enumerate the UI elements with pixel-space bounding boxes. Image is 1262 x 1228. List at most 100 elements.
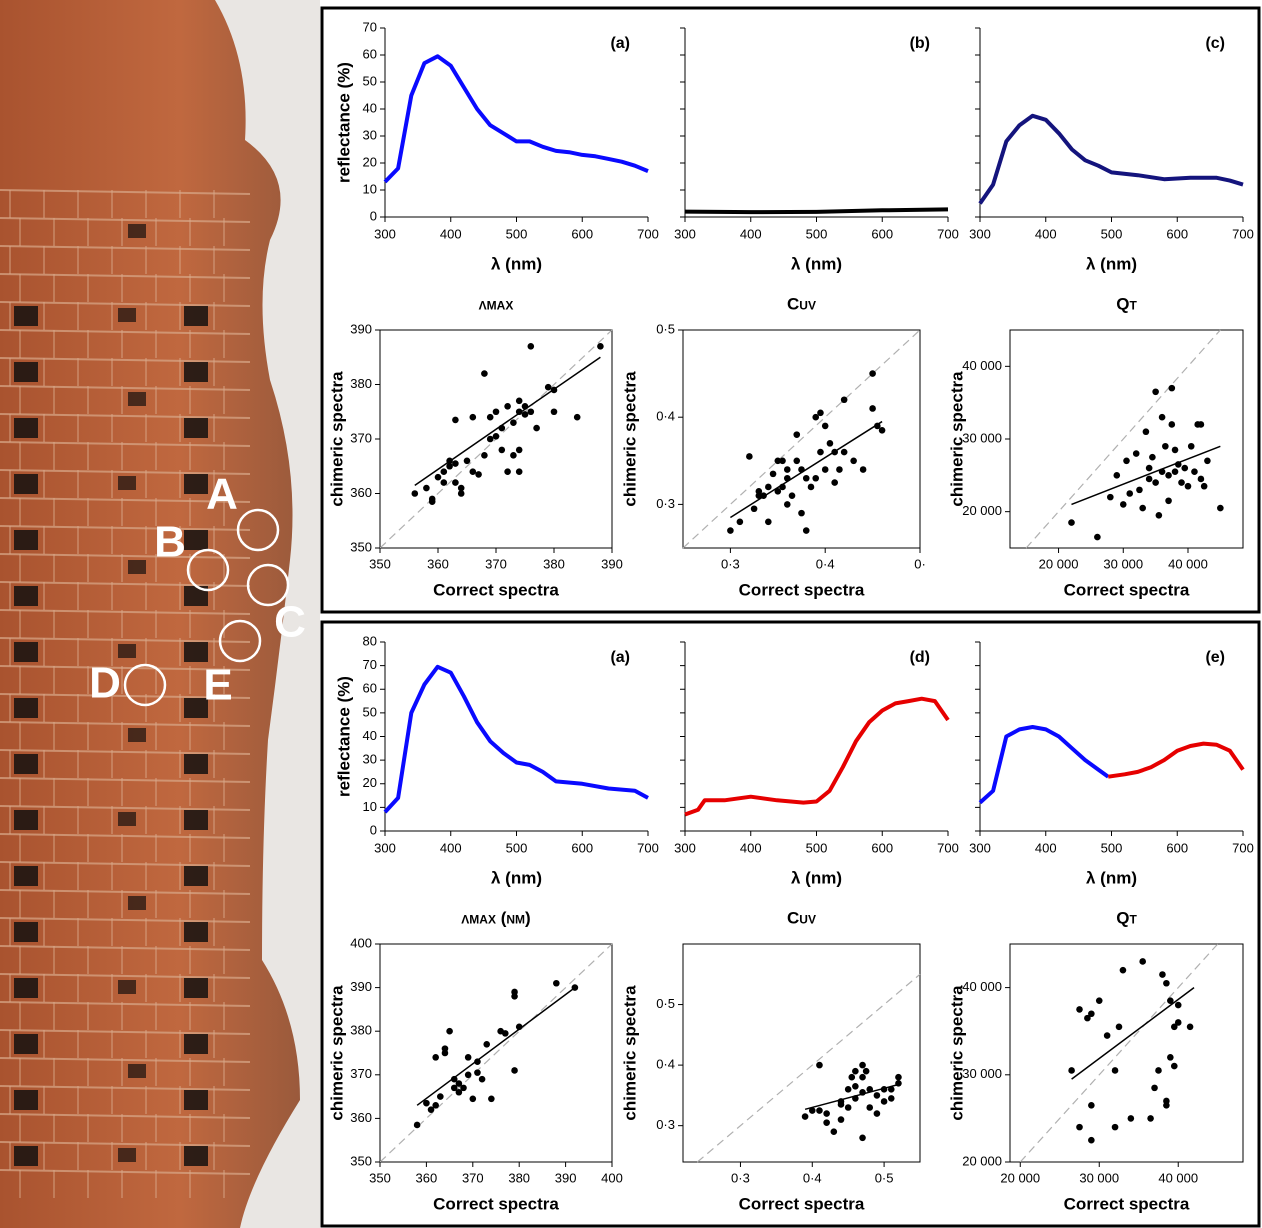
scatter-point xyxy=(1156,512,1163,519)
dark-scale xyxy=(14,754,38,774)
dark-scale xyxy=(184,1090,208,1110)
scatter-point xyxy=(808,484,815,491)
y-tick-label: 40 xyxy=(363,728,377,743)
scatter-point xyxy=(458,490,465,497)
scatter-point xyxy=(831,479,838,486)
scatter-point xyxy=(816,1062,823,1069)
scatter-point xyxy=(852,1083,859,1090)
figure: A B C D E 010203040506070300400500600700… xyxy=(0,0,1262,1228)
scatter-point xyxy=(770,471,777,478)
scatter-point xyxy=(812,475,819,482)
scatter-point xyxy=(441,479,448,486)
scatter-point xyxy=(859,1062,866,1069)
x-tick-label: 400 xyxy=(440,840,462,855)
y-tick-label: 0 xyxy=(370,822,377,837)
y-tick-label: 50 xyxy=(363,73,377,88)
scatter-point xyxy=(1204,458,1211,465)
y-tick-label: 380 xyxy=(350,376,372,391)
x-tick-label: 600 xyxy=(1166,226,1188,241)
x-tick-label: 0· xyxy=(914,556,926,571)
photo-label: B xyxy=(154,518,186,567)
x-axis-label: Correct spectra xyxy=(1064,580,1190,599)
scatter-point xyxy=(1169,385,1176,392)
scatter-point xyxy=(1175,1002,1182,1009)
dark-scale xyxy=(184,1146,208,1166)
dark-scale xyxy=(14,642,38,662)
spectrum-line xyxy=(980,116,1243,204)
scatter-point xyxy=(866,1104,873,1111)
scatter-point xyxy=(751,505,758,512)
x-tick-label: 390 xyxy=(601,556,623,571)
y-axis-label: chimeric spectra xyxy=(947,371,966,507)
scatter-point xyxy=(1198,476,1205,483)
chart-title: λmax (nm) xyxy=(461,908,530,927)
scatter-point xyxy=(1169,421,1176,428)
scatter-point xyxy=(487,436,494,443)
scatter-point xyxy=(481,370,488,377)
scatter-point xyxy=(879,427,886,434)
scatter-point xyxy=(545,384,552,391)
y-axis-label: chimeric spectra xyxy=(620,371,639,507)
scatter-point xyxy=(1172,447,1179,454)
spectrum-line xyxy=(685,209,948,212)
lizard-body xyxy=(0,0,300,1228)
scatter-point xyxy=(432,1054,439,1061)
scatter-point xyxy=(432,1102,439,1109)
scatter-point xyxy=(1187,1024,1194,1031)
y-tick-label: 10 xyxy=(363,799,377,814)
y-tick-label: 0·4 xyxy=(656,1057,675,1072)
scatter-point xyxy=(429,496,436,503)
scatter-point xyxy=(1126,490,1133,497)
scatter-point xyxy=(823,1110,830,1117)
scatter-point xyxy=(869,370,876,377)
scatter-point xyxy=(1162,443,1169,450)
scatter-point xyxy=(510,419,517,426)
y-tick-label: 390 xyxy=(350,321,372,336)
scatter-point xyxy=(522,411,529,418)
scatter-point xyxy=(470,1095,477,1102)
y-tick-label: 40 xyxy=(363,100,377,115)
x-tick-label: 500 xyxy=(506,226,528,241)
x-tick-label: 380 xyxy=(508,1170,530,1185)
dark-scale xyxy=(14,586,38,606)
x-axis-label: Correct spectra xyxy=(433,1194,559,1213)
dark-scale xyxy=(184,362,208,382)
scatter-point xyxy=(793,431,800,438)
scatter-point xyxy=(1133,450,1140,457)
scatter-point xyxy=(499,447,506,454)
scatter-point xyxy=(1088,1102,1095,1109)
x-tick-label: 0·3 xyxy=(731,1170,750,1185)
scatter-point xyxy=(765,484,772,491)
scatter-point xyxy=(510,452,517,459)
y-tick-label: 360 xyxy=(350,1110,372,1125)
scatter-point xyxy=(822,423,829,430)
scatter-point xyxy=(874,1092,881,1099)
scatter-point xyxy=(1165,472,1172,479)
dark-scale xyxy=(118,476,136,490)
scatter-point xyxy=(746,453,753,460)
scatter-point xyxy=(423,485,430,492)
scatter-point xyxy=(822,466,829,473)
chart-title: Qt xyxy=(1116,908,1137,927)
scatter-point xyxy=(895,1074,902,1081)
dark-scale xyxy=(118,644,136,658)
x-tick-label: 0·5 xyxy=(875,1170,894,1185)
photo-label: D xyxy=(89,659,121,708)
scatter-point xyxy=(551,408,558,415)
y-tick-label: 70 xyxy=(363,657,377,672)
scatter-point xyxy=(1147,1115,1154,1122)
x-tick-label: 500 xyxy=(506,840,528,855)
scatter-point xyxy=(1163,1098,1170,1105)
x-tick-label: 40 000 xyxy=(1168,556,1208,571)
dark-scale xyxy=(184,922,208,942)
panel-label: (a) xyxy=(610,649,630,666)
scatter-point xyxy=(816,1107,823,1114)
scatter-point xyxy=(859,1074,866,1081)
x-axis-label: λ (nm) xyxy=(491,254,542,273)
scatter-point xyxy=(874,1110,881,1117)
dark-scale xyxy=(14,362,38,382)
y-tick-label: 0·3 xyxy=(656,496,675,511)
scatter-point xyxy=(1159,414,1166,421)
y-tick-label: 50 xyxy=(363,704,377,719)
scatter-point xyxy=(1088,1137,1095,1144)
